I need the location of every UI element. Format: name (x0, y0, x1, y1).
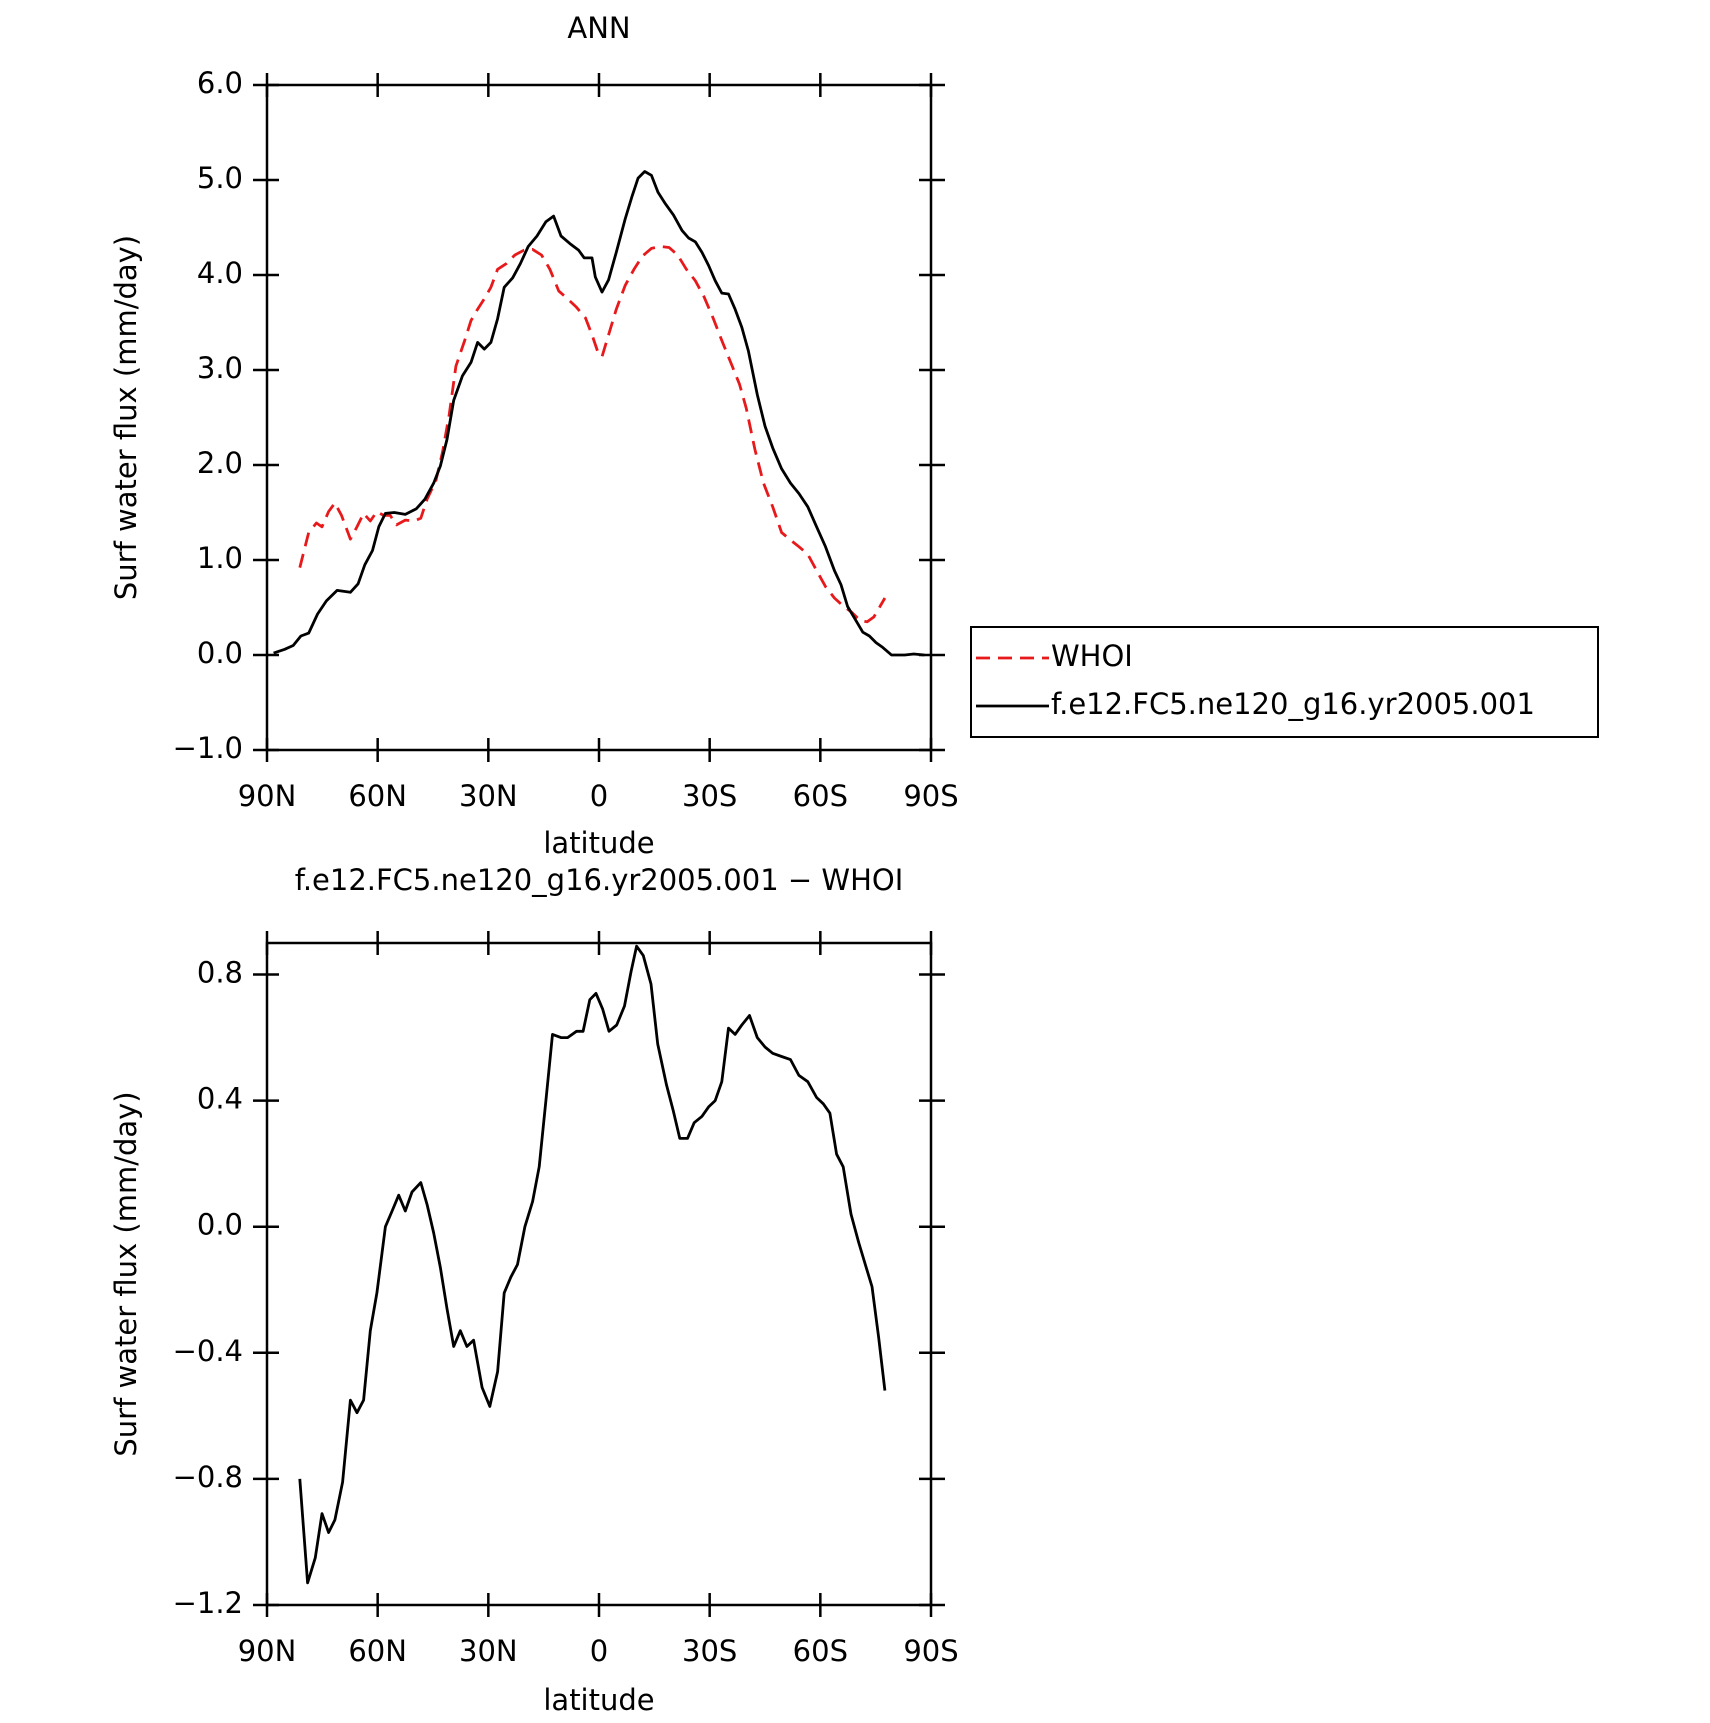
x-tick-label: 0 (590, 1634, 608, 1668)
x-tick-label: 60S (793, 1634, 848, 1668)
y-tick-label: 0.0 (197, 636, 243, 670)
y-tick-label: −0.8 (173, 1460, 243, 1494)
y-tick-label: 0.4 (197, 1082, 243, 1116)
y-tick-label: −1.0 (173, 731, 243, 765)
legend-label: WHOI (1051, 639, 1133, 673)
x-tick-label: 30S (682, 779, 737, 813)
x-tick-label: 60N (348, 1634, 407, 1668)
y-tick-label: 0.8 (197, 956, 243, 990)
y-tick-label: 6.0 (197, 66, 243, 100)
x-tick-label: 90N (238, 1634, 297, 1668)
y-tick-label: 1.0 (197, 541, 243, 575)
y-axis-label: Surf water flux (mm/day) (109, 235, 143, 600)
y-tick-label: 4.0 (197, 256, 243, 290)
series-line (298, 944, 887, 1585)
x-tick-label: 30N (459, 1634, 518, 1668)
legend-label: f.e12.FC5.ne120_g16.yr2005.001 (1051, 687, 1535, 721)
y-tick-label: −1.2 (173, 1586, 243, 1620)
x-tick-label: 30N (459, 779, 518, 813)
x-tick-label: 90S (903, 779, 958, 813)
chart-title: f.e12.FC5.ne120_g16.yr2005.001 − WHOI (295, 863, 904, 897)
x-axis-label: latitude (543, 1683, 654, 1717)
legend-box (970, 626, 1599, 738)
x-tick-label: 0 (590, 779, 608, 813)
x-tick-label: 60S (793, 779, 848, 813)
chart-title: ANN (567, 11, 630, 45)
x-tick-label: 60N (348, 779, 407, 813)
plot-frame (265, 941, 933, 1607)
x-tick-label: 30S (682, 1634, 737, 1668)
x-tick-label: 90S (903, 1634, 958, 1668)
plot-frame (265, 83, 933, 752)
series-line (273, 170, 925, 657)
y-tick-label: 2.0 (197, 446, 243, 480)
y-tick-label: 3.0 (197, 351, 243, 385)
y-axis-label: Surf water flux (mm/day) (109, 1091, 143, 1456)
y-tick-label: −0.4 (173, 1334, 243, 1368)
y-tick-label: 5.0 (197, 161, 243, 195)
x-tick-label: 90N (238, 779, 297, 813)
x-axis-label: latitude (543, 826, 654, 860)
y-tick-label: 0.0 (197, 1208, 243, 1242)
series-line (298, 245, 887, 624)
